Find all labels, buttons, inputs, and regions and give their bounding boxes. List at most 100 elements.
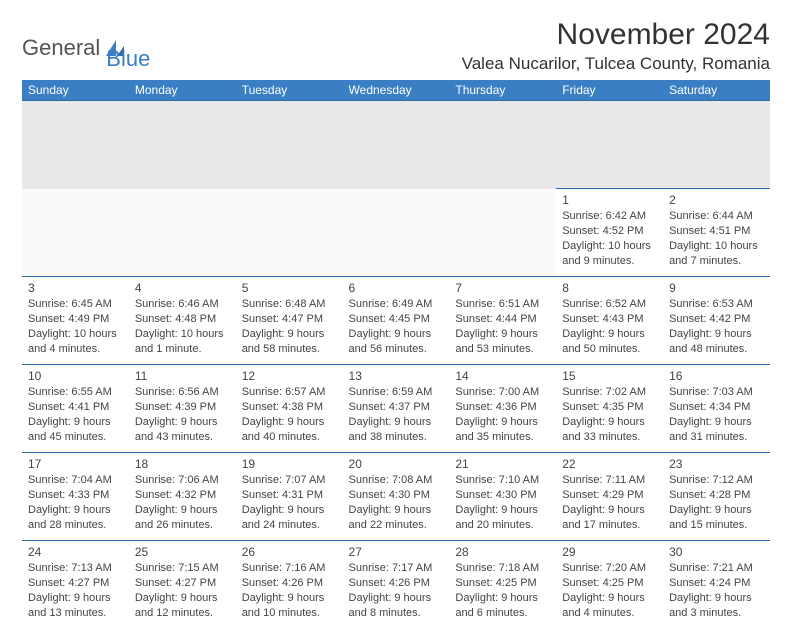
- sunset-text: Sunset: 4:30 PM: [349, 488, 444, 503]
- calendar-day-cell: 15Sunrise: 7:02 AMSunset: 4:35 PMDayligh…: [556, 365, 663, 453]
- daylight-text: Daylight: 9 hours: [455, 503, 550, 518]
- weekday-header: Wednesday: [343, 80, 450, 101]
- calendar-day-cell: 2Sunrise: 6:44 AMSunset: 4:51 PMDaylight…: [663, 189, 770, 277]
- day-number: 3: [28, 280, 123, 296]
- daylight-text: Daylight: 9 hours: [669, 591, 764, 606]
- sunset-text: Sunset: 4:25 PM: [455, 576, 550, 591]
- calendar-day-cell: 9Sunrise: 6:53 AMSunset: 4:42 PMDaylight…: [663, 277, 770, 365]
- sunrise-text: Sunrise: 7:07 AM: [242, 473, 337, 488]
- day-number: 28: [455, 544, 550, 560]
- sunrise-text: Sunrise: 6:45 AM: [28, 297, 123, 312]
- daylight-text: Daylight: 9 hours: [28, 415, 123, 430]
- day-number: 20: [349, 456, 444, 472]
- day-number: 6: [349, 280, 444, 296]
- sunrise-text: Sunrise: 7:18 AM: [455, 561, 550, 576]
- daylight-text: and 9 minutes.: [562, 254, 657, 269]
- calendar-day-cell: 12Sunrise: 6:57 AMSunset: 4:38 PMDayligh…: [236, 365, 343, 453]
- day-number: 10: [28, 368, 123, 384]
- sunset-text: Sunset: 4:52 PM: [562, 224, 657, 239]
- daylight-text: Daylight: 9 hours: [349, 327, 444, 342]
- daylight-text: Daylight: 10 hours: [562, 239, 657, 254]
- sunset-text: Sunset: 4:26 PM: [242, 576, 337, 591]
- weekday-header: Saturday: [663, 80, 770, 101]
- daylight-text: Daylight: 9 hours: [562, 503, 657, 518]
- daylight-text: Daylight: 9 hours: [455, 327, 550, 342]
- daylight-text: and 17 minutes.: [562, 518, 657, 533]
- calendar-week-row: 3Sunrise: 6:45 AMSunset: 4:49 PMDaylight…: [22, 277, 770, 365]
- daylight-text: and 53 minutes.: [455, 342, 550, 357]
- sunset-text: Sunset: 4:30 PM: [455, 488, 550, 503]
- daylight-text: Daylight: 9 hours: [28, 591, 123, 606]
- daylight-text: Daylight: 9 hours: [28, 503, 123, 518]
- daylight-text: and 58 minutes.: [242, 342, 337, 357]
- day-number: 12: [242, 368, 337, 384]
- weekday-header: Tuesday: [236, 80, 343, 101]
- day-number: 15: [562, 368, 657, 384]
- sunrise-text: Sunrise: 7:00 AM: [455, 385, 550, 400]
- calendar-day-cell: 1Sunrise: 6:42 AMSunset: 4:52 PMDaylight…: [556, 189, 663, 277]
- sunrise-text: Sunrise: 6:57 AM: [242, 385, 337, 400]
- daylight-text: and 4 minutes.: [28, 342, 123, 357]
- sunset-text: Sunset: 4:26 PM: [349, 576, 444, 591]
- calendar-week-row: 10Sunrise: 6:55 AMSunset: 4:41 PMDayligh…: [22, 365, 770, 453]
- daylight-text: and 45 minutes.: [28, 430, 123, 445]
- calendar-day-cell: 3Sunrise: 6:45 AMSunset: 4:49 PMDaylight…: [22, 277, 129, 365]
- daylight-text: Daylight: 9 hours: [242, 503, 337, 518]
- sunrise-text: Sunrise: 7:02 AM: [562, 385, 657, 400]
- day-number: 14: [455, 368, 550, 384]
- day-number: 5: [242, 280, 337, 296]
- location-label: Valea Nucarilor, Tulcea County, Romania: [462, 54, 770, 74]
- daylight-text: and 31 minutes.: [669, 430, 764, 445]
- calendar-day-cell: [236, 189, 343, 277]
- daylight-text: Daylight: 9 hours: [455, 591, 550, 606]
- sunrise-text: Sunrise: 7:08 AM: [349, 473, 444, 488]
- sunset-text: Sunset: 4:43 PM: [562, 312, 657, 327]
- daylight-text: and 50 minutes.: [562, 342, 657, 357]
- daylight-text: and 4 minutes.: [562, 606, 657, 621]
- daylight-text: and 56 minutes.: [349, 342, 444, 357]
- calendar-table: Sunday Monday Tuesday Wednesday Thursday…: [22, 80, 770, 629]
- daylight-text: and 1 minute.: [135, 342, 230, 357]
- day-number: 8: [562, 280, 657, 296]
- calendar-day-cell: 7Sunrise: 6:51 AMSunset: 4:44 PMDaylight…: [449, 277, 556, 365]
- day-number: 2: [669, 192, 764, 208]
- daylight-text: Daylight: 9 hours: [562, 327, 657, 342]
- day-number: 11: [135, 368, 230, 384]
- sunset-text: Sunset: 4:51 PM: [669, 224, 764, 239]
- sunset-text: Sunset: 4:48 PM: [135, 312, 230, 327]
- sunrise-text: Sunrise: 7:11 AM: [562, 473, 657, 488]
- sunset-text: Sunset: 4:37 PM: [349, 400, 444, 415]
- day-number: 22: [562, 456, 657, 472]
- daylight-text: Daylight: 9 hours: [242, 415, 337, 430]
- daylight-text: and 40 minutes.: [242, 430, 337, 445]
- sunset-text: Sunset: 4:34 PM: [669, 400, 764, 415]
- sunrise-text: Sunrise: 7:15 AM: [135, 561, 230, 576]
- sunrise-text: Sunrise: 7:20 AM: [562, 561, 657, 576]
- day-number: 25: [135, 544, 230, 560]
- daylight-text: and 6 minutes.: [455, 606, 550, 621]
- sunset-text: Sunset: 4:32 PM: [135, 488, 230, 503]
- daylight-text: Daylight: 9 hours: [242, 327, 337, 342]
- daylight-text: and 12 minutes.: [135, 606, 230, 621]
- sunrise-text: Sunrise: 7:16 AM: [242, 561, 337, 576]
- sunset-text: Sunset: 4:27 PM: [135, 576, 230, 591]
- daylight-text: and 43 minutes.: [135, 430, 230, 445]
- sunset-text: Sunset: 4:28 PM: [669, 488, 764, 503]
- daylight-text: Daylight: 10 hours: [28, 327, 123, 342]
- calendar-week-row: 24Sunrise: 7:13 AMSunset: 4:27 PMDayligh…: [22, 541, 770, 629]
- page-title: November 2024: [462, 18, 770, 52]
- daylight-text: Daylight: 9 hours: [135, 415, 230, 430]
- day-number: 1: [562, 192, 657, 208]
- day-number: 16: [669, 368, 764, 384]
- daylight-text: Daylight: 10 hours: [669, 239, 764, 254]
- calendar-day-cell: 8Sunrise: 6:52 AMSunset: 4:43 PMDaylight…: [556, 277, 663, 365]
- day-number: 4: [135, 280, 230, 296]
- daylight-text: Daylight: 9 hours: [669, 503, 764, 518]
- sunset-text: Sunset: 4:25 PM: [562, 576, 657, 591]
- sunrise-text: Sunrise: 7:13 AM: [28, 561, 123, 576]
- sunrise-text: Sunrise: 6:48 AM: [242, 297, 337, 312]
- sunset-text: Sunset: 4:39 PM: [135, 400, 230, 415]
- calendar-day-cell: 22Sunrise: 7:11 AMSunset: 4:29 PMDayligh…: [556, 453, 663, 541]
- daylight-text: and 3 minutes.: [669, 606, 764, 621]
- calendar-day-cell: 10Sunrise: 6:55 AMSunset: 4:41 PMDayligh…: [22, 365, 129, 453]
